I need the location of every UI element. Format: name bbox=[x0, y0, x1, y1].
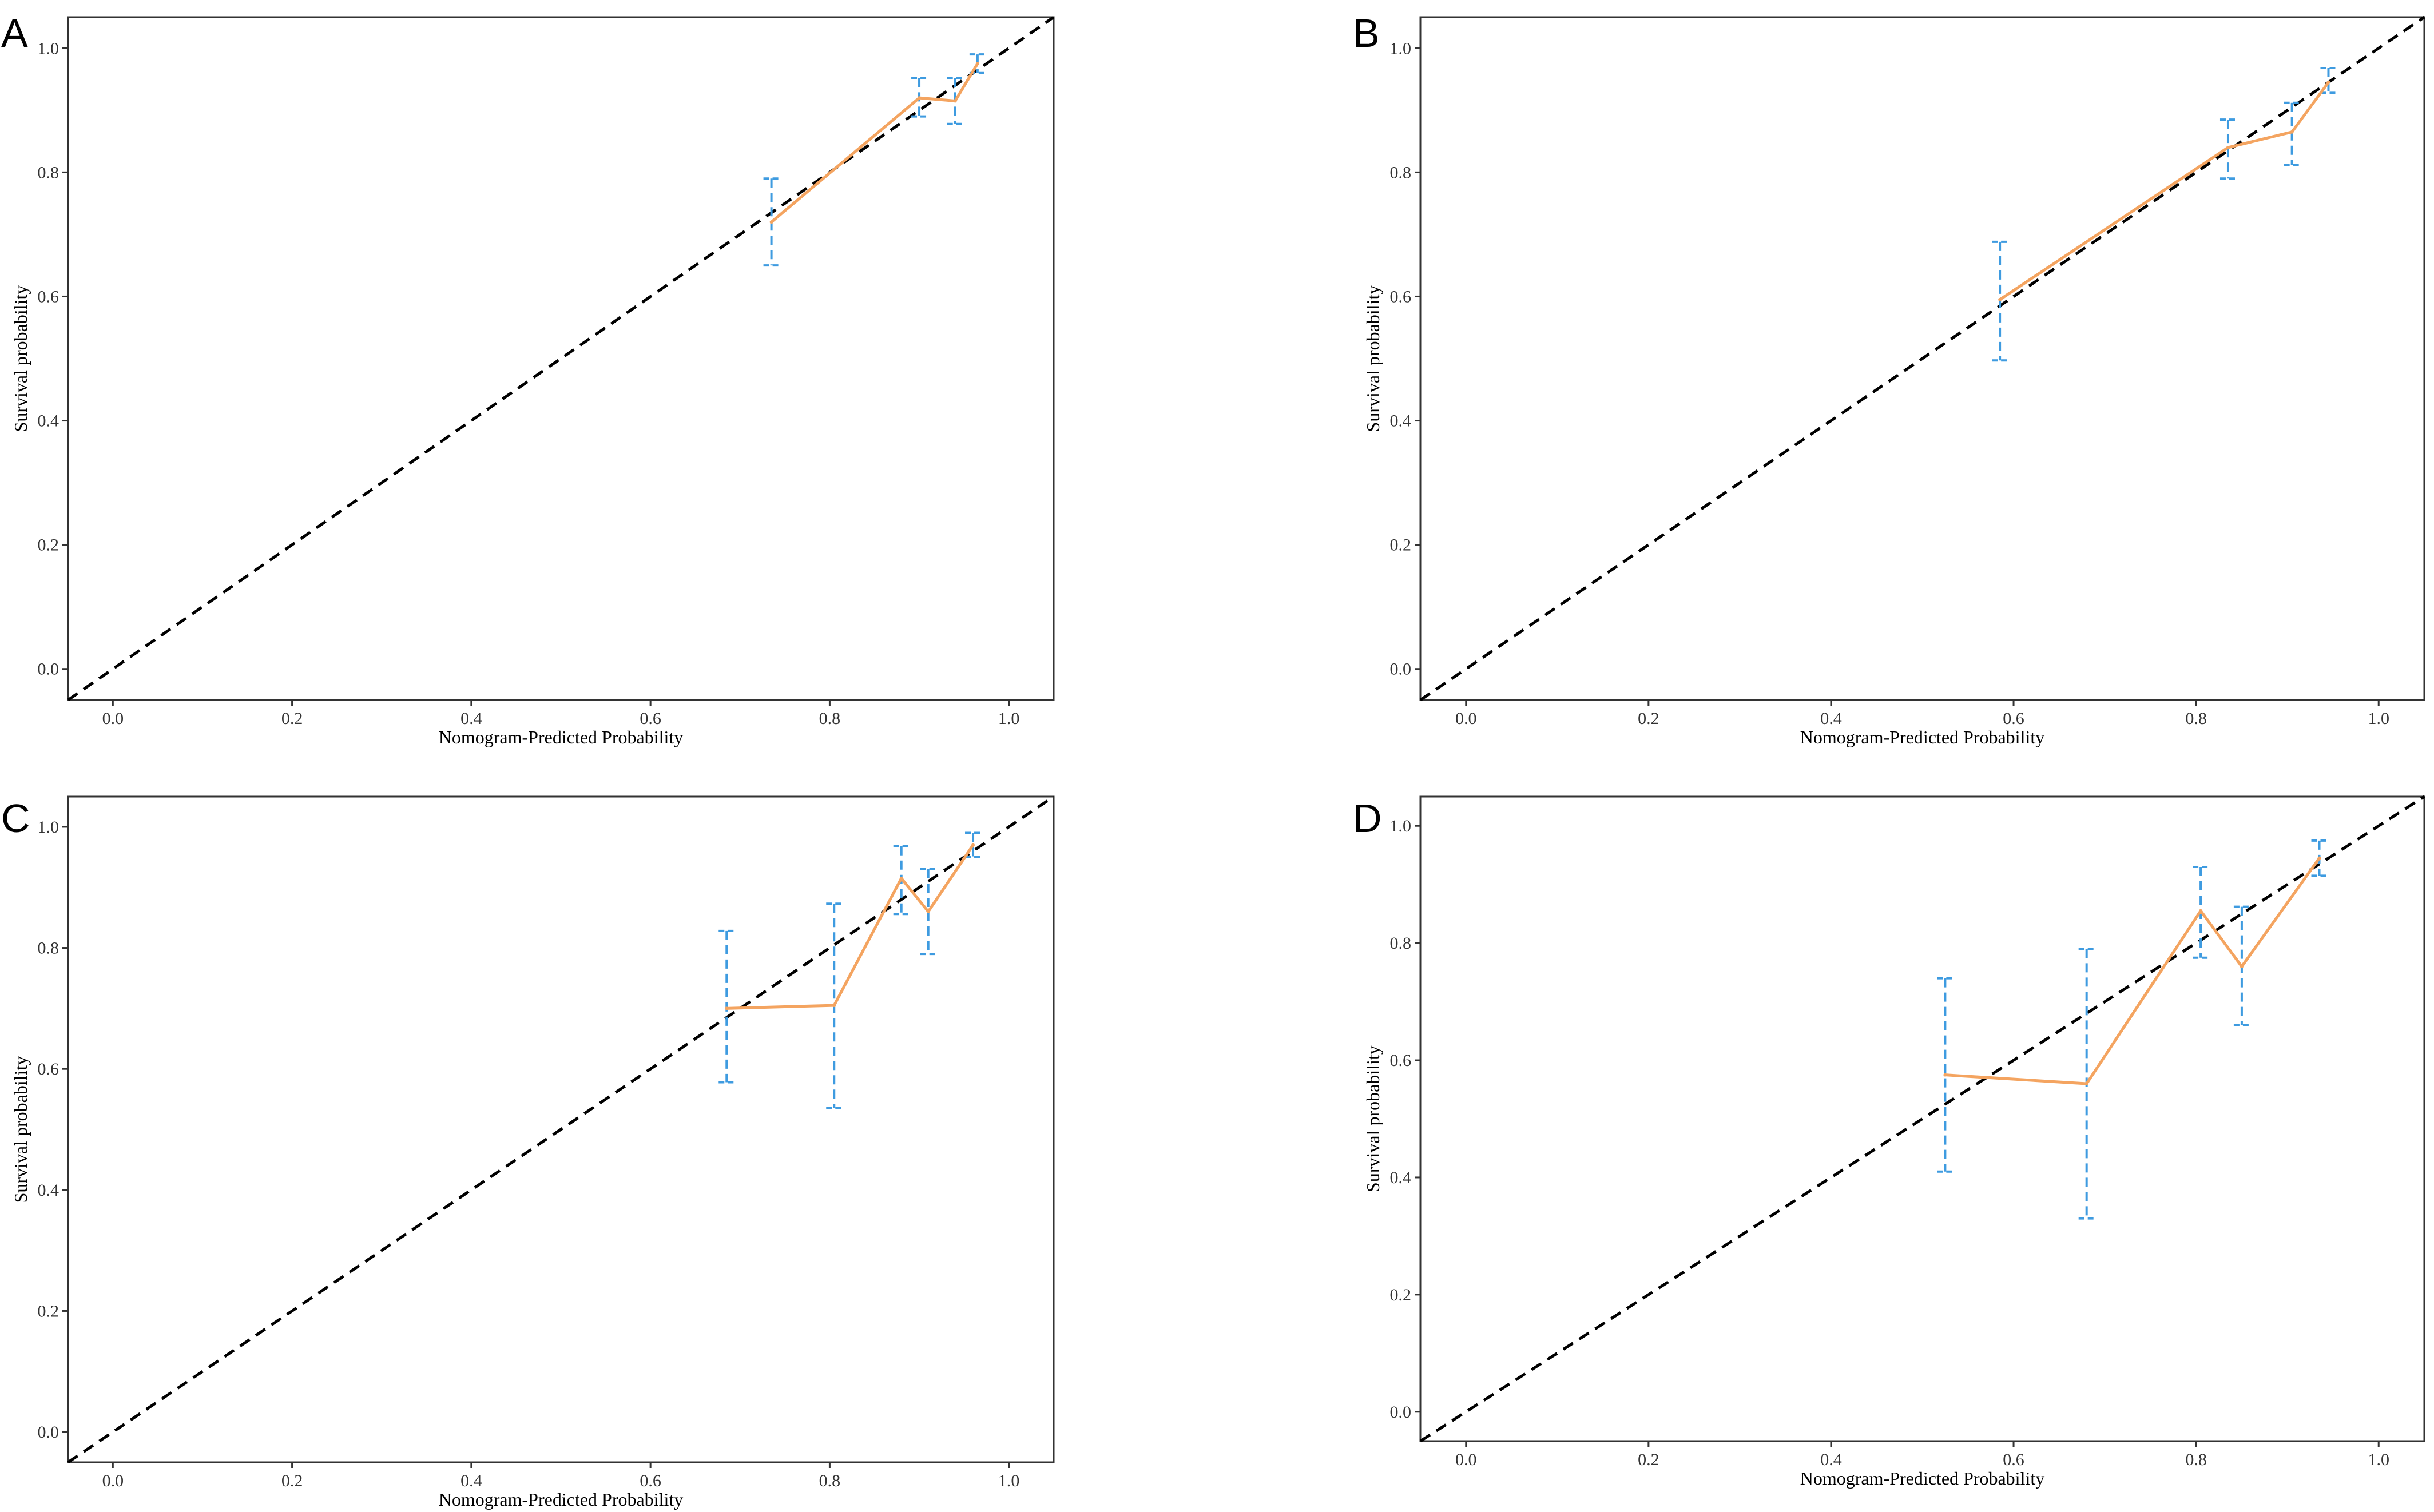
calibration-point bbox=[725, 1006, 729, 1010]
y-tick-label: 1.0 bbox=[38, 39, 59, 58]
x-tick-label: 0.6 bbox=[2003, 1450, 2024, 1469]
calibration-point bbox=[2084, 1082, 2088, 1086]
calibration-point bbox=[1998, 297, 2002, 301]
x-tick-label: 0.2 bbox=[281, 1471, 303, 1490]
x-tick-label: 0.6 bbox=[2003, 709, 2024, 728]
ideal-reference-line bbox=[1419, 795, 2425, 1443]
calibration-line bbox=[770, 63, 979, 224]
y-tick-label: 0.2 bbox=[1390, 1286, 1412, 1304]
calibration-point bbox=[926, 910, 930, 914]
panel-c: C 0.0 0.2 0.4 0.6 0.8 1.0 0.0 0.2 0.4 0.6 0.8 1.0 Nom… bbox=[1, 795, 1055, 1510]
plot-frame bbox=[1419, 795, 2425, 1442]
x-tick-label: 0.0 bbox=[1455, 1450, 1477, 1469]
y-tick-label: 0.0 bbox=[38, 660, 59, 679]
y-tick-label: 0.6 bbox=[38, 1060, 59, 1079]
plot-frame bbox=[1419, 16, 2425, 701]
plot-frame bbox=[67, 795, 1055, 1463]
y-tick-label: 0.8 bbox=[38, 939, 59, 958]
x-tick-label: 0.2 bbox=[281, 709, 303, 728]
calibration-line bbox=[1945, 857, 2321, 1085]
y-tick-label: 0.2 bbox=[1390, 536, 1412, 555]
calibration-point bbox=[918, 96, 922, 100]
y-axis-title: Survival probability bbox=[1363, 1045, 1383, 1192]
ideal-reference-line bbox=[1419, 15, 2425, 702]
y-tick-label: 0.6 bbox=[1390, 287, 1412, 306]
x-tick-label: 1.0 bbox=[2368, 1450, 2389, 1469]
x-tick-label: 0.6 bbox=[640, 1471, 661, 1490]
calibration-point bbox=[899, 876, 903, 880]
ideal-reference-line bbox=[67, 15, 1055, 702]
x-tick-label: 0.2 bbox=[1638, 1450, 1659, 1469]
calibration-point bbox=[1943, 1073, 1947, 1077]
y-tick-label: 0.0 bbox=[38, 1423, 59, 1442]
y-tick-label: 0.0 bbox=[1390, 1403, 1412, 1422]
x-tick-label: 0.4 bbox=[460, 709, 482, 728]
y-tick-label: 0.8 bbox=[38, 163, 59, 182]
y-tick-label: 0.6 bbox=[1390, 1051, 1412, 1070]
y-tick-label: 1.0 bbox=[38, 818, 59, 837]
y-tick-label: 0.8 bbox=[1390, 163, 1412, 182]
calibration-point bbox=[2326, 80, 2330, 84]
x-tick-label: 0.8 bbox=[2185, 709, 2207, 728]
calibration-line bbox=[726, 844, 975, 1010]
plot-frame bbox=[67, 16, 1055, 701]
y-tick-label: 0.4 bbox=[1390, 412, 1412, 431]
calibration-point bbox=[2317, 856, 2321, 860]
x-tick-label: 0.4 bbox=[1820, 1450, 1842, 1469]
calibration-point bbox=[2226, 145, 2230, 149]
x-tick-label: 0.0 bbox=[1455, 709, 1477, 728]
calibration-point bbox=[2290, 130, 2294, 134]
y-tick-label: 0.8 bbox=[1390, 934, 1412, 953]
y-tick-label: 0.0 bbox=[1390, 660, 1412, 679]
y-tick-label: 1.0 bbox=[1390, 817, 1412, 835]
panel-b: B 0.0 0.2 0.4 0.6 0.8 1.0 0.0 0.2 0.4 0.6 0.8 1.0 Nom… bbox=[1353, 11, 2425, 747]
y-tick-label: 0.6 bbox=[38, 287, 59, 306]
x-axis-title: Nomogram-Predicted Probability bbox=[439, 727, 683, 747]
x-tick-label: 1.0 bbox=[2368, 709, 2389, 728]
x-axis-title: Nomogram-Predicted Probability bbox=[1800, 727, 2044, 747]
calibration-point bbox=[832, 1004, 836, 1008]
y-axis-title: Survival probability bbox=[10, 1056, 31, 1203]
x-tick-label: 0.4 bbox=[460, 1471, 482, 1490]
x-tick-label: 1.0 bbox=[998, 709, 1020, 728]
calibration-point bbox=[2240, 965, 2244, 969]
y-tick-label: 0.4 bbox=[1390, 1168, 1412, 1187]
y-axis-title: Survival probability bbox=[1363, 285, 1383, 432]
x-axis-title: Nomogram-Predicted Probability bbox=[1800, 1468, 2044, 1489]
calibration-point bbox=[953, 99, 957, 103]
panel-letter-a: A bbox=[1, 11, 28, 55]
y-tick-label: 1.0 bbox=[1390, 39, 1412, 58]
x-tick-label: 0.8 bbox=[2185, 1450, 2207, 1469]
y-tick-label: 0.4 bbox=[38, 1181, 59, 1200]
x-tick-label: 1.0 bbox=[998, 1471, 1020, 1490]
x-tick-label: 0.6 bbox=[640, 709, 661, 728]
x-tick-label: 0.0 bbox=[102, 709, 124, 728]
x-tick-label: 0.4 bbox=[1820, 709, 1842, 728]
panel-a: A 0.0 0.2 0.4 0.6 0.8 1.0 0.0 0.2 0.4 0.6 0.8 1.0 Nom… bbox=[1, 11, 1055, 747]
x-tick-label: 0.0 bbox=[102, 1471, 124, 1490]
x-tick-label: 0.2 bbox=[1638, 709, 1659, 728]
x-tick-label: 0.8 bbox=[819, 709, 841, 728]
panel-letter-c: C bbox=[1, 796, 30, 841]
y-tick-label: 0.2 bbox=[38, 1302, 59, 1320]
y-tick-label: 0.4 bbox=[38, 412, 59, 431]
calibration-point bbox=[2199, 909, 2203, 913]
calibration-point bbox=[975, 62, 979, 66]
calibration-line bbox=[1999, 81, 2330, 301]
calibration-point bbox=[769, 220, 773, 224]
y-axis-title: Survival probability bbox=[10, 285, 31, 432]
calibration-point bbox=[971, 843, 975, 847]
panel-d: D 0.0 0.2 0.4 0.6 0.8 1.0 0.0 0.2 0.4 0.6 0.8 1.0 Nom… bbox=[1353, 795, 2425, 1489]
y-tick-label: 0.2 bbox=[38, 536, 59, 555]
panel-letter-d: D bbox=[1353, 796, 1382, 841]
x-axis-title: Nomogram-Predicted Probability bbox=[439, 1489, 683, 1510]
panel-letter-b: B bbox=[1353, 11, 1380, 55]
x-tick-label: 0.8 bbox=[819, 1471, 841, 1490]
ideal-reference-line bbox=[67, 795, 1055, 1464]
